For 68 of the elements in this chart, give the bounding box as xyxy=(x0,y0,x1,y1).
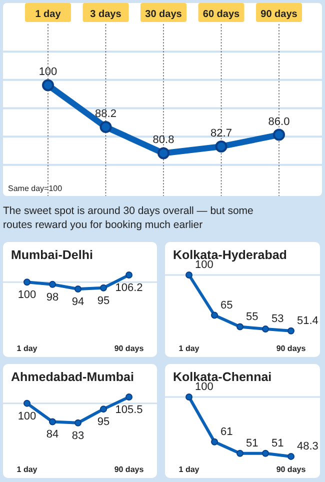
data-label: 95 xyxy=(97,416,110,428)
x-tick-label: 60 days xyxy=(202,9,240,20)
point xyxy=(100,284,107,292)
x-tick-label: 1 day xyxy=(178,465,200,474)
point xyxy=(126,272,132,278)
x-tick-label: 90 days xyxy=(276,465,306,474)
point xyxy=(262,450,269,457)
x-tick-label: 1 day xyxy=(16,465,38,474)
x-tick-label: 1 day xyxy=(16,344,38,353)
data-label: 80.8 xyxy=(152,134,174,146)
data-label: 95 xyxy=(97,294,110,307)
data-label: 86.0 xyxy=(268,116,290,128)
data-label: 100 xyxy=(195,381,214,393)
x-tick-label: 3 days xyxy=(90,9,122,20)
data-label: 105.5 xyxy=(115,404,143,416)
point xyxy=(158,147,170,160)
point xyxy=(49,280,56,288)
data-label: 48.3 xyxy=(297,440,318,452)
point xyxy=(74,286,82,293)
data-label: 100 xyxy=(195,259,214,271)
x-tick-label: 90 days xyxy=(114,344,144,353)
x-tick-label: 90 days xyxy=(276,344,306,353)
point xyxy=(24,278,30,286)
data-label: 100 xyxy=(18,289,36,302)
point xyxy=(24,400,30,407)
data-label: 83 xyxy=(72,430,84,442)
data-label: 51.4 xyxy=(297,314,318,327)
point xyxy=(211,438,218,446)
x-tick-label: 90 days xyxy=(260,9,298,20)
point xyxy=(100,406,107,413)
text: The sweet spot is around 30 days overall — but some routes reward you for booking much earlier xyxy=(3,205,254,231)
data-label: 98 xyxy=(46,291,59,304)
data-label: 65 xyxy=(220,299,233,312)
point xyxy=(273,128,285,141)
point xyxy=(186,272,192,278)
point xyxy=(288,452,294,460)
point xyxy=(288,327,294,334)
x-tick-label: 90 days xyxy=(114,465,144,474)
x-tick-label: 1 day xyxy=(178,344,200,353)
data-label: 61 xyxy=(220,426,233,438)
point xyxy=(236,450,244,457)
data-label: 51 xyxy=(272,437,284,450)
data-label: 100 xyxy=(38,66,58,78)
point xyxy=(211,312,218,319)
point xyxy=(215,140,228,152)
data-label: 82.7 xyxy=(210,127,232,140)
point xyxy=(126,394,132,400)
chart-title: Mumbai-Delhi xyxy=(11,248,93,262)
data-label: 88.2 xyxy=(95,108,116,120)
annotation: Same day=100 xyxy=(8,184,63,193)
point xyxy=(74,419,82,426)
point xyxy=(100,121,112,133)
point xyxy=(42,79,54,92)
data-label: 55 xyxy=(246,310,258,323)
data-label: 106.2 xyxy=(115,282,143,294)
data-label: 53 xyxy=(272,313,284,326)
chart-title: Kolkata-Hyderabad xyxy=(173,248,287,262)
x-tick-label: 1 day xyxy=(35,9,62,20)
data-label: 84 xyxy=(46,428,59,441)
data-label: 51 xyxy=(246,437,258,450)
point xyxy=(262,326,269,333)
chart-title: Ahmedabad-Mumbai xyxy=(11,370,134,384)
x-tick-label: 30 days xyxy=(145,9,182,20)
data-label: 94 xyxy=(72,296,84,308)
data-label: 100 xyxy=(18,410,36,422)
point xyxy=(49,418,56,426)
point xyxy=(186,394,192,400)
point xyxy=(236,323,244,330)
